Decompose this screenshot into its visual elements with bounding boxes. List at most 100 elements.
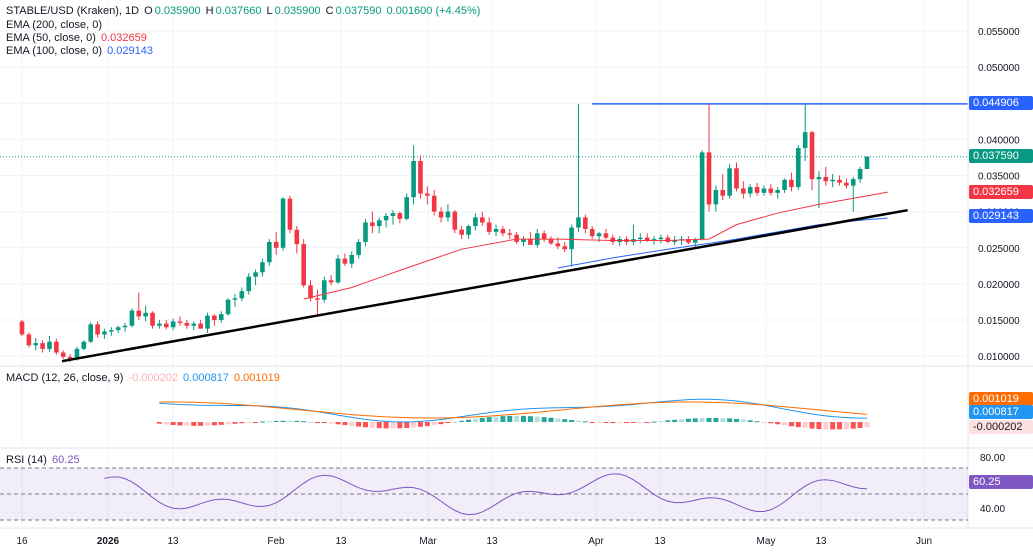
macd-bar — [486, 417, 492, 422]
high-value: 0.037660 — [215, 5, 262, 17]
candle-body — [548, 239, 554, 244]
candle-body — [81, 341, 87, 349]
macd-bar — [383, 422, 389, 429]
candle-body — [335, 258, 341, 283]
candle-body — [294, 229, 300, 245]
candle-body — [26, 334, 32, 346]
ema50-legend[interactable]: EMA (50, close, 0) 0.032659 — [6, 32, 147, 44]
candle-body — [514, 234, 519, 242]
resistance-price-pill: 0.044906 — [969, 96, 1033, 110]
macd-bar — [459, 420, 465, 422]
candle-body — [658, 237, 664, 240]
macd-bar — [589, 422, 595, 423]
candle-body — [390, 213, 396, 216]
macd-bar — [569, 419, 575, 422]
macd-line — [159, 398, 868, 423]
low-value: 0.035900 — [274, 5, 321, 17]
price-tick: 0.015000 — [978, 316, 1020, 327]
candle-body — [177, 321, 183, 323]
candle-body — [349, 254, 355, 264]
macd-bar — [603, 422, 609, 423]
macd-bar — [864, 422, 870, 428]
macd-bar — [500, 416, 506, 422]
candle-body — [308, 285, 313, 299]
macd-bar — [273, 420, 279, 422]
candle-body — [802, 132, 808, 149]
ema50-line — [303, 191, 888, 300]
candle-body — [713, 189, 719, 205]
macd-bar — [679, 419, 685, 422]
candle-body — [418, 161, 423, 194]
date-tick: 13 — [167, 536, 179, 547]
macd-bar — [363, 422, 368, 428]
candle-body — [88, 324, 93, 342]
macd-bar — [184, 422, 190, 426]
date-tick: Mar — [419, 536, 437, 547]
candle-body — [493, 228, 499, 232]
rsi-legend[interactable]: RSI (14) 60.25 — [6, 454, 80, 466]
macd-bar — [376, 422, 382, 429]
macd-bar — [747, 420, 753, 422]
candle-body — [528, 239, 533, 245]
candle-body — [356, 241, 361, 255]
macd-bar — [754, 421, 760, 423]
candle-body — [170, 321, 176, 328]
last-price-pill: 0.037590 — [969, 149, 1033, 163]
macd-bar — [472, 418, 478, 422]
macd-bar — [637, 422, 643, 423]
candle-body — [184, 322, 190, 326]
price-tick: 0.050000 — [978, 63, 1020, 74]
candle-body — [122, 325, 128, 328]
date-tick: Apr — [588, 536, 604, 547]
price-tick: 0.040000 — [978, 135, 1020, 146]
macd-bar — [575, 420, 581, 422]
date-tick: 13 — [335, 536, 347, 547]
macd-bar — [651, 421, 657, 423]
macd-bar — [239, 422, 245, 424]
candle-body — [603, 233, 609, 238]
macd-bar — [452, 421, 458, 423]
macd-bar — [658, 421, 664, 423]
macd-bar — [562, 419, 568, 422]
macd-bar — [733, 418, 739, 422]
candle-body — [809, 132, 815, 180]
candle-body — [157, 323, 162, 326]
candle-body — [473, 217, 478, 227]
macd-bar — [782, 422, 788, 426]
macd-bar — [507, 415, 513, 422]
candle-body — [143, 312, 148, 317]
candle-body — [452, 211, 458, 230]
rsi-tick-80: 80.00 — [980, 453, 1005, 464]
candle-body — [33, 343, 39, 346]
macd-bar — [555, 418, 561, 422]
macd-legend[interactable]: MACD (12, 26, close, 9) -0.000202 0.0008… — [6, 372, 280, 384]
candle-body — [850, 179, 856, 186]
date-tick: 13 — [815, 536, 827, 547]
macd-bar — [624, 422, 630, 424]
macd-bar — [795, 422, 801, 428]
macd-bar — [479, 417, 485, 422]
macd-bar — [823, 422, 829, 430]
candle-body — [521, 239, 526, 242]
macd-bar — [582, 421, 588, 423]
macd-bar — [521, 415, 527, 422]
macd-bar — [617, 422, 623, 424]
macd-bar — [431, 422, 437, 426]
macd-bar — [301, 421, 307, 423]
macd-bar — [610, 422, 616, 424]
macd-bar — [404, 422, 410, 428]
macd-bar — [438, 422, 444, 425]
ema100-legend[interactable]: EMA (100, close, 0) 0.029143 — [6, 45, 153, 57]
candle-body — [789, 179, 794, 188]
candle-body — [479, 217, 485, 223]
macd-bar — [775, 422, 781, 425]
macd-bar — [225, 422, 231, 425]
macd-bar — [630, 422, 636, 423]
date-axis: 16 2026 13 Feb 13 Mar 13 Apr 13 May 13 Jun — [16, 536, 932, 547]
ema200-legend[interactable]: EMA (200, close, 0) — [6, 19, 102, 31]
rsi-line — [104, 473, 868, 516]
candle-body — [404, 197, 410, 219]
candle-body — [761, 188, 767, 193]
macd-bar — [720, 418, 726, 422]
